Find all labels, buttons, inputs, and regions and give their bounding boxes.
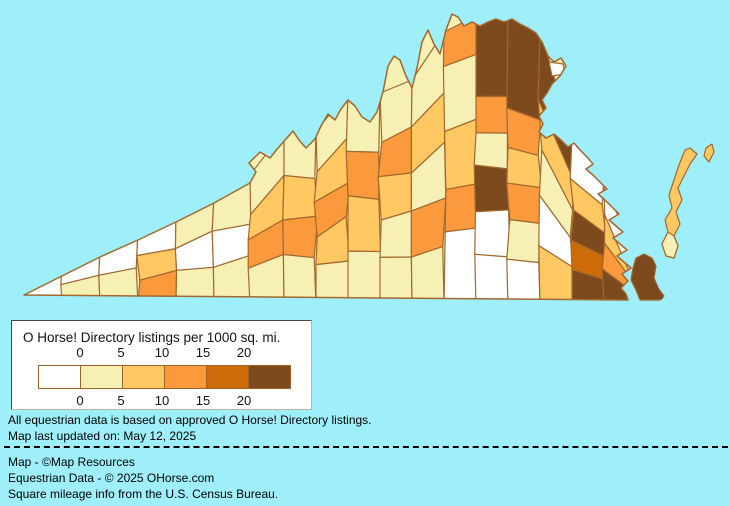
virginia-county-map [23,13,715,301]
county [211,174,253,232]
county [538,245,575,300]
county [247,253,285,300]
legend-swatch [80,365,123,389]
county [410,246,445,300]
county [473,132,508,170]
county [345,150,380,200]
county [571,269,606,300]
legend-title: O Horse! Directory listings per 1000 sq.… [23,330,281,345]
county [282,215,319,259]
county [506,258,541,300]
note-approved-listings: All equestrian data is based on approved… [8,413,372,427]
county [442,53,478,133]
arlington-white-spot [548,61,566,77]
legend-swatch [164,365,207,389]
legend-box: O Horse! Directory listings per 1000 sq.… [11,320,312,410]
county [212,255,251,300]
county [379,256,413,300]
legend-swatch [38,365,81,389]
bay-bridge-tunnel-line [653,282,664,300]
credits: Map - ©Map Resources Equestrian Data - ©… [8,454,278,502]
legend-tick: 10 [154,393,170,408]
county [474,209,511,258]
legend-tick: 0 [76,345,84,360]
county [347,195,382,253]
county [506,14,542,121]
legend-tick: 20 [236,345,252,360]
credit-ohorse: Equestrian Data - © 2025 OHorse.com [8,471,215,485]
state-outline [23,13,632,301]
data-note: All equestrian data is based on approved… [8,412,372,444]
legend-tick: 15 [195,393,211,408]
county [475,95,508,134]
county [315,260,350,300]
county [98,267,139,300]
county [282,174,319,221]
county [444,183,478,233]
county [345,91,381,153]
county [282,253,317,300]
county [506,219,541,264]
county [283,130,317,180]
county [443,227,478,300]
county [347,250,382,300]
legend-tick: 15 [195,345,211,360]
eastern-shore-sliver [703,143,715,163]
legend-tick: 5 [117,345,125,360]
legend-tick: 0 [76,393,84,408]
eastern-shore-tip [661,231,679,259]
county [175,266,215,300]
dashed-divider [4,446,728,448]
legend-swatch [248,365,291,389]
virginia-beach-island [630,253,665,301]
note-last-updated: Map last updated on: May 12, 2025 [8,429,197,443]
legend-tick: 5 [117,393,125,408]
county [506,182,543,224]
legend-color-bar [38,365,291,389]
legend-tick: 20 [236,393,252,408]
county [474,253,511,300]
county [444,118,478,191]
legend-tick: 10 [154,345,170,360]
credit-census: Square mileage info from the U.S. Census… [8,487,279,501]
county [473,164,510,213]
legend-swatch [206,365,249,389]
credit-map-resources: Map - ©Map Resources [8,455,135,469]
legend-swatch [122,365,165,389]
